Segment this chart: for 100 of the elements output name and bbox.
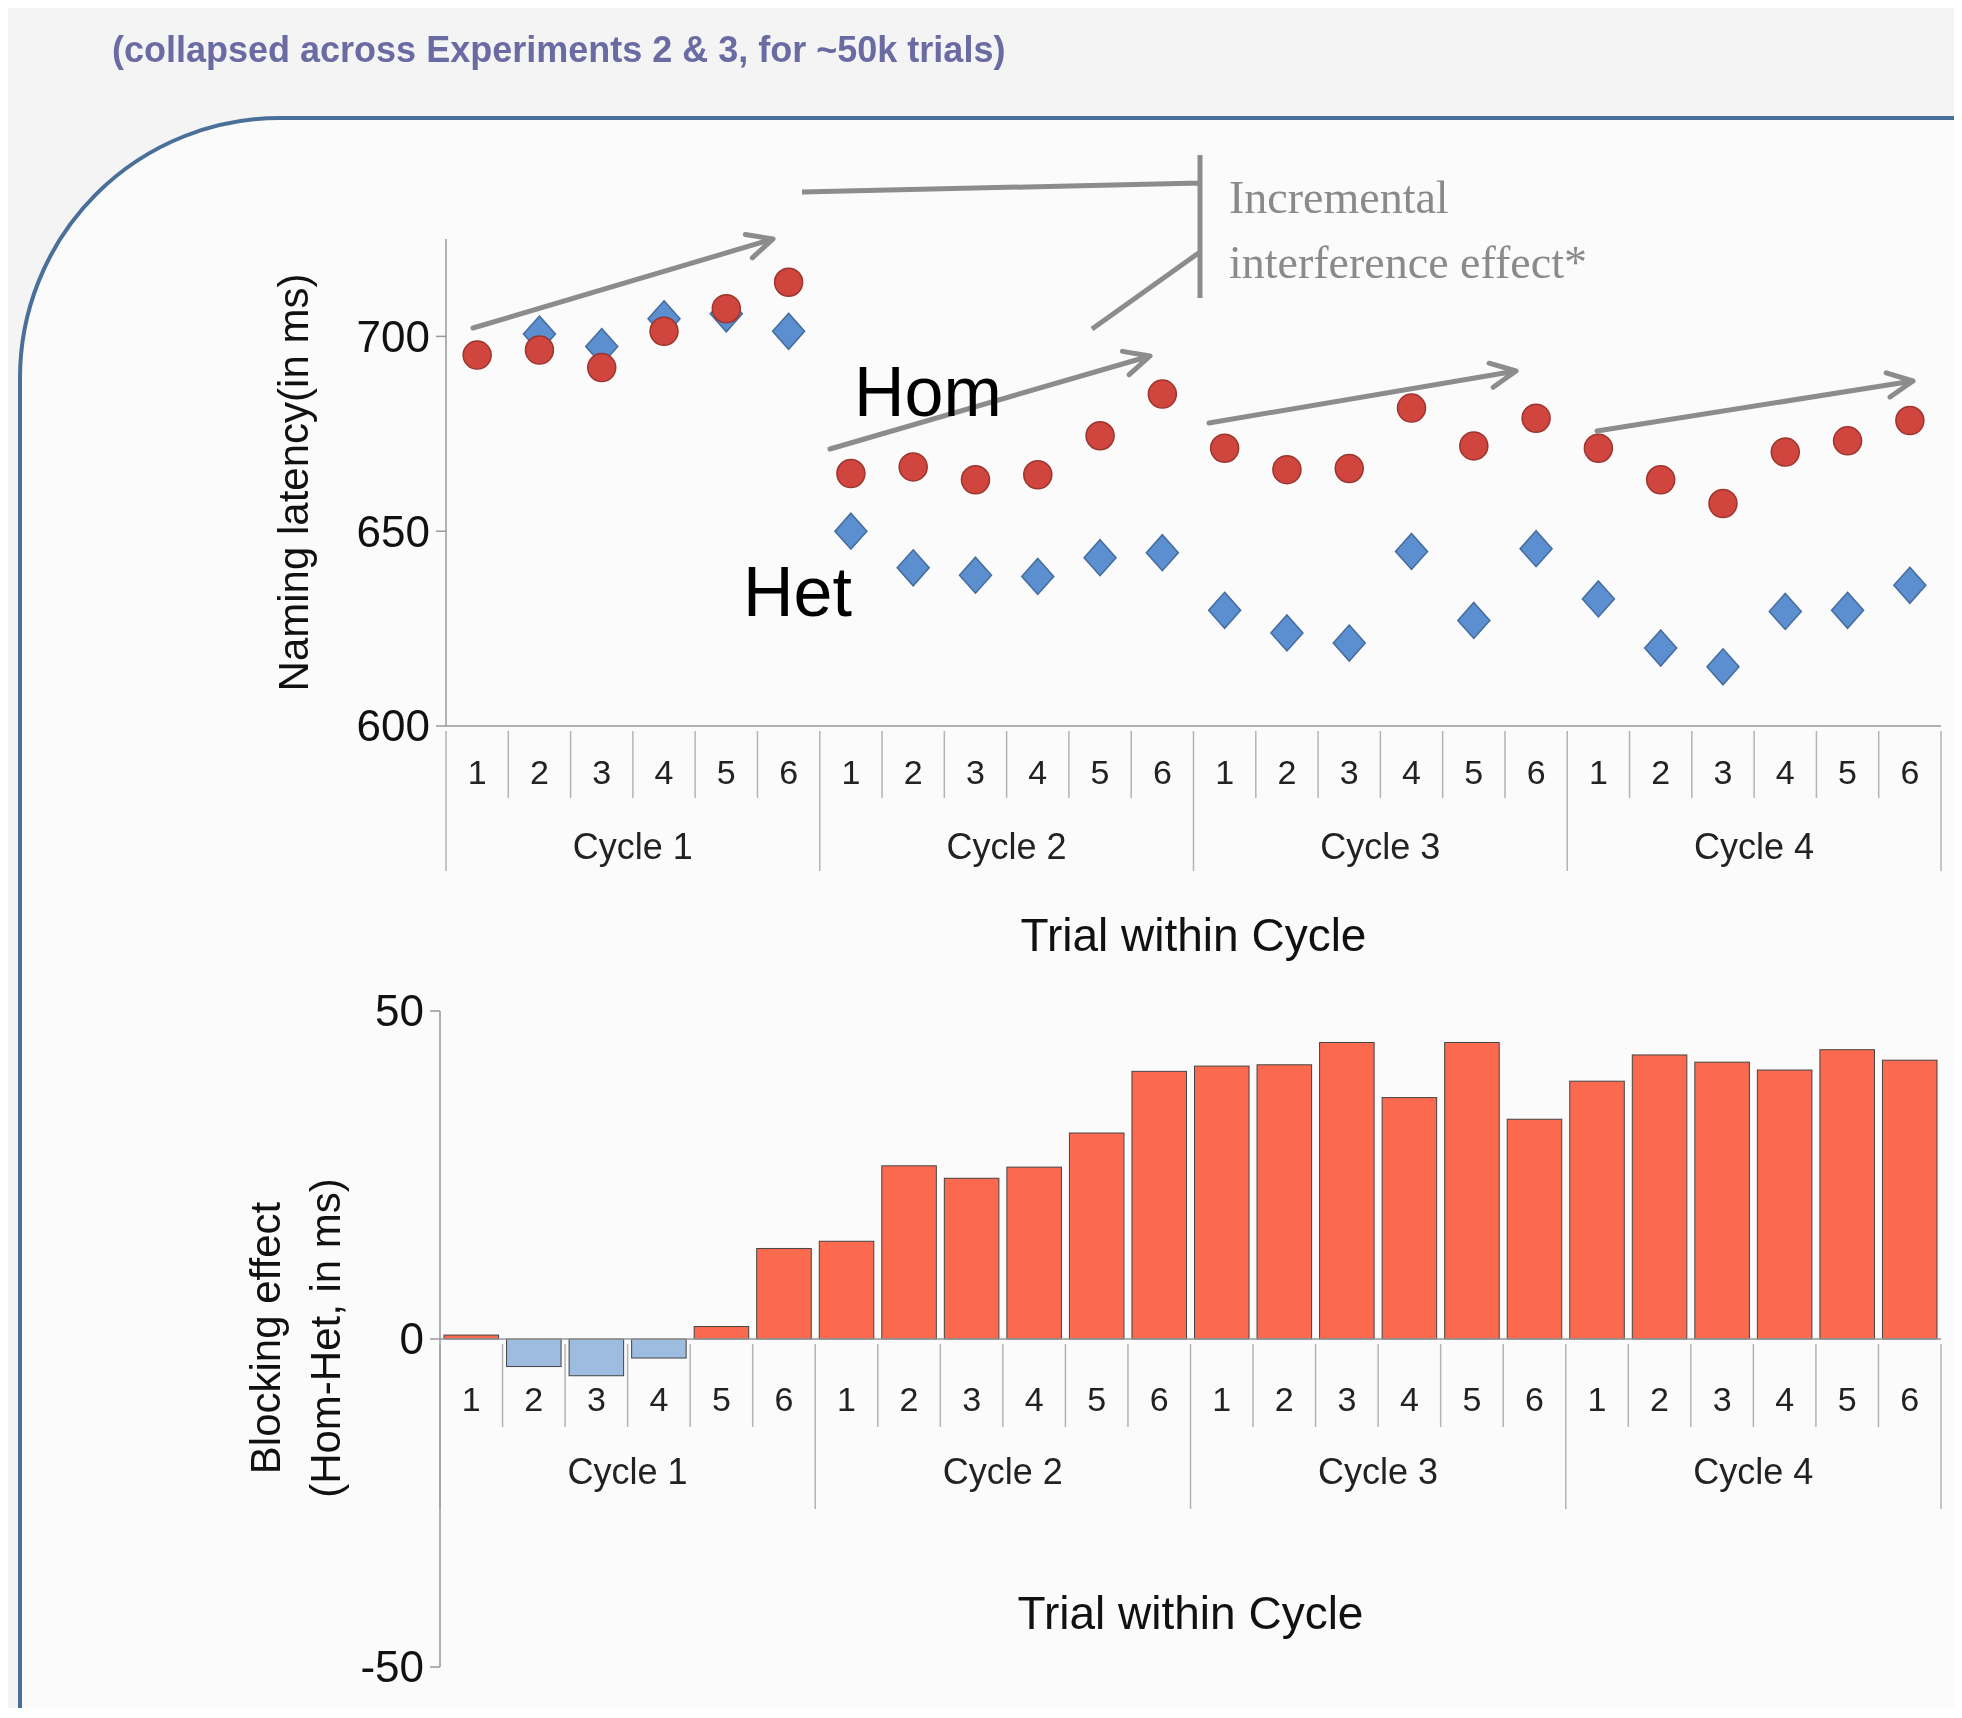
point [586,352,617,383]
point [649,316,679,347]
x-axis-title: Trial within Cycle [1020,909,1367,961]
y-tick-label: 650 [356,506,430,556]
text: Cycle 1 [572,826,693,867]
x-tick-label: 4 [1402,753,1421,791]
bar [506,1338,562,1368]
x-tick-label: 2 [1274,1380,1294,1418]
x-tick-label: 3 [1712,1380,1732,1418]
point [771,312,806,351]
point [836,458,866,489]
x-tick-label: 3 [1713,753,1733,791]
point [1708,488,1738,519]
bar [1006,1166,1062,1340]
bar [1631,1054,1688,1340]
x-tick-label: 6 [1900,1380,1920,1418]
point [1396,393,1427,423]
point [1770,437,1801,467]
chart-subtitle: (collapsed across Experiments 2 & 3, for ~50k trials) [112,29,1006,70]
bar [943,1177,1000,1340]
point [1643,629,1678,667]
point [1207,591,1242,630]
point [958,556,993,594]
point [1147,379,1178,409]
series-label: Het [743,553,852,631]
x-tick-label: 2 [1650,1380,1670,1418]
point [524,335,555,365]
x-tick-label: 2 [524,1380,544,1418]
point [1830,591,1865,630]
point [1394,532,1429,571]
x-tick-label: 3 [1339,753,1359,791]
x-tick-label: 2 [529,753,549,791]
x-tick-label: 1 [461,1380,481,1418]
x-tick-label: 6 [1526,753,1546,791]
bar [1131,1070,1187,1340]
y-tick-label: 0 [399,1314,424,1364]
annotation: Cycle 4 [1693,1451,1814,1492]
x-tick-label: 3 [962,1380,982,1418]
point [1583,433,1614,463]
point [1519,529,1553,568]
x-tick-label: 2 [899,1380,919,1418]
point [1459,431,1489,461]
point [834,512,868,550]
bar [756,1247,812,1340]
annotation: Cycle 1 [567,1451,688,1492]
bar [1319,1041,1375,1340]
bar [1506,1118,1563,1340]
bar [1819,1049,1875,1340]
point [1581,580,1616,618]
text: Cycle 4 [1694,826,1815,867]
annotation: Cycle 3 [1318,1451,1439,1492]
bar [1756,1069,1813,1340]
y-axis-title: Naming latency(in ms) [270,273,317,692]
text: Cycle 2 [946,826,1067,867]
x-tick-label: 2 [1277,753,1297,791]
y-tick-label: 600 [356,701,430,751]
bar [881,1165,937,1340]
point [898,452,928,482]
point [1832,426,1863,456]
x-tick-label: 4 [654,753,674,791]
point [1145,533,1180,572]
x-tick-label: 4 [649,1380,669,1418]
x-tick-label: 6 [774,1380,794,1418]
bar [818,1240,875,1340]
x-tick-label: 1 [467,753,487,791]
x-tick-label: 2 [903,753,923,791]
bar [1194,1065,1250,1340]
x-tick-label: 5 [1464,753,1484,791]
x-tick-label: 5 [711,1380,731,1418]
bar [568,1338,625,1377]
point [1521,403,1551,433]
x-tick-label: 1 [1212,1380,1232,1418]
x-tick-label: 6 [779,753,799,791]
x-tick-label: 2 [1651,753,1671,791]
bar [1569,1080,1625,1340]
x-tick-label: 5 [1090,753,1110,791]
y-axis-title: Blocking effect (Hom-Het, in ms) [242,1178,349,1498]
x-tick-label: 4 [1399,1380,1419,1418]
bar [1881,1059,1938,1340]
x-tick-label: 5 [716,753,736,791]
bar [1694,1061,1750,1340]
bar [631,1338,687,1359]
point [773,267,804,297]
point [1209,433,1240,463]
x-tick-label: 1 [1587,1380,1607,1418]
point [1334,453,1364,484]
point [1645,465,1676,495]
point [1706,648,1740,686]
x-tick-label: 5 [1087,1380,1107,1418]
x-tick-label: 4 [1024,1380,1044,1418]
x-tick-label: 5 [1462,1380,1482,1418]
x-tick-label: 4 [1775,753,1795,791]
point [711,293,742,324]
x-tick-label: 6 [1152,753,1172,791]
x-tick-label: 6 [1525,1380,1544,1418]
x-axis-title: Trial within Cycle [1017,1587,1364,1639]
bar [1444,1041,1500,1340]
point [1895,405,1925,436]
x-tick-label: 3 [1337,1380,1357,1418]
x-tick-label: 3 [592,753,612,791]
